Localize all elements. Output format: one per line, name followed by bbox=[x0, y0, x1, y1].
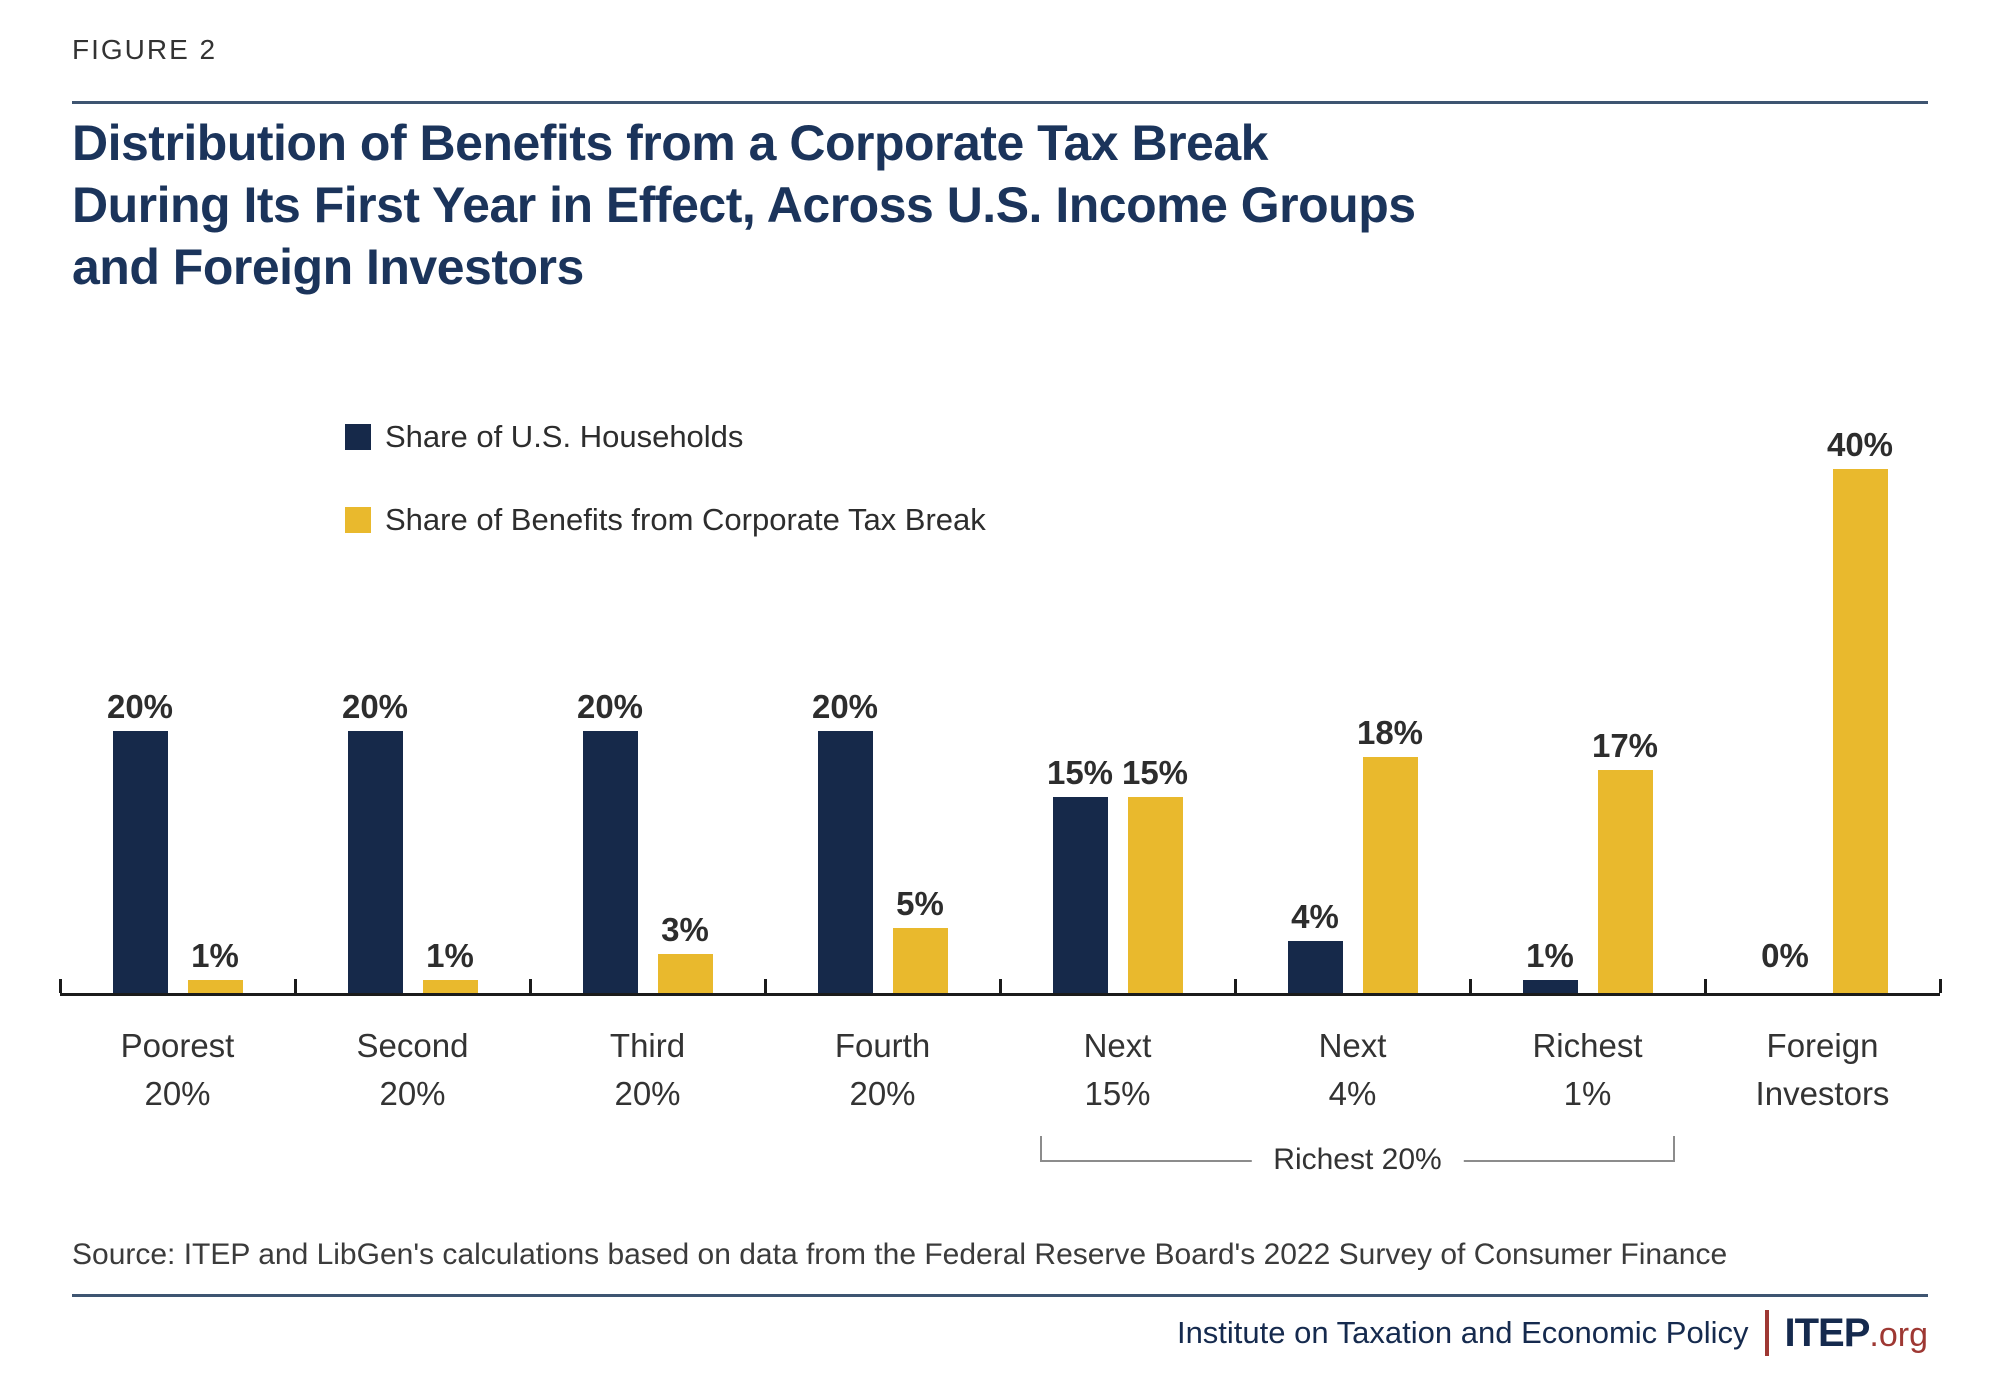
source-note: Source: ITEP and LibGen's calculations b… bbox=[72, 1238, 1728, 1271]
axis-tick bbox=[1939, 979, 1942, 993]
axis-tick bbox=[1704, 979, 1707, 993]
benefits-swatch-icon bbox=[345, 507, 371, 533]
households-bar bbox=[1287, 940, 1343, 993]
x-axis-label-line: Fourth bbox=[834, 1027, 931, 1064]
x-axis-label-line: Next bbox=[1083, 1027, 1152, 1064]
x-axis-label: Next 4% bbox=[1235, 1022, 1470, 1118]
axis-tick bbox=[529, 979, 532, 993]
benefits-bar bbox=[1362, 757, 1418, 993]
x-axis-label-line: Next bbox=[1318, 1027, 1387, 1064]
x-axis-label-line: Poorest bbox=[120, 1027, 235, 1064]
benefits-bar bbox=[892, 927, 948, 993]
chart-legend: Share of U.S. Households Share of Benefi… bbox=[345, 419, 986, 586]
itep-org-logo: ITEP .org bbox=[1785, 1311, 1929, 1356]
footer: Institute on Taxation and Economic Polic… bbox=[1177, 1310, 1928, 1356]
bracket-label: Richest 20% bbox=[1251, 1143, 1464, 1177]
x-axis-label-line: 4% bbox=[1328, 1075, 1377, 1112]
benefits-bar bbox=[187, 979, 243, 993]
x-axis-label-line: 20% bbox=[379, 1075, 446, 1112]
bar-value-label: 20% bbox=[341, 688, 409, 725]
bar-value-label: 4% bbox=[1291, 897, 1339, 935]
x-axis-label-line: Investors bbox=[1755, 1075, 1890, 1112]
x-axis-label-line: 1% bbox=[1563, 1075, 1612, 1112]
figure-number-label: FIGURE 2 bbox=[72, 34, 218, 65]
legend-label: Share of Benefits from Corporate Tax Bre… bbox=[385, 502, 986, 537]
x-axis-label-line: Third bbox=[609, 1027, 686, 1064]
axis-tick bbox=[59, 979, 62, 993]
benefits-bar bbox=[657, 953, 713, 993]
footer-rule bbox=[72, 1294, 1928, 1297]
bar-value-label: 20% bbox=[576, 688, 644, 725]
bar-value-label: 5% bbox=[896, 884, 944, 922]
axis-tick bbox=[999, 979, 1002, 993]
footer-divider bbox=[1764, 1310, 1769, 1356]
bar-value-label: 0% bbox=[1761, 937, 1809, 974]
axis-tick bbox=[1469, 979, 1472, 993]
x-axis-label-line: Second bbox=[356, 1027, 469, 1064]
households-bar bbox=[112, 731, 168, 993]
households-bar bbox=[817, 731, 873, 993]
footer-org-name: Institute on Taxation and Economic Polic… bbox=[1176, 1315, 1749, 1350]
x-axis-line bbox=[60, 993, 1940, 996]
x-axis-label-line: 20% bbox=[144, 1075, 211, 1112]
bar-value-label: 18% bbox=[1356, 714, 1424, 752]
chart-title: Distribution of Benefits from a Corporat… bbox=[72, 115, 1416, 295]
x-axis-label: Next 15% bbox=[1000, 1022, 1235, 1118]
richest-20-bracket: Richest 20% bbox=[1040, 1136, 1675, 1177]
axis-tick bbox=[294, 979, 297, 993]
benefits-bar bbox=[1127, 796, 1183, 993]
bar-value-label: 20% bbox=[811, 688, 879, 725]
x-axis-label: Fourth 20% bbox=[765, 1022, 1000, 1118]
x-axis-label: Richest 1% bbox=[1470, 1022, 1705, 1118]
x-axis-label-line: 15% bbox=[1084, 1075, 1151, 1112]
bar-value-label: 17% bbox=[1591, 727, 1659, 765]
axis-tick bbox=[1234, 979, 1237, 993]
logo-org-text: .org bbox=[1869, 1315, 1928, 1354]
legend-item-benefits: Share of Benefits from Corporate Tax Bre… bbox=[345, 502, 986, 537]
households-bar bbox=[582, 731, 638, 993]
benefits-bar bbox=[1832, 469, 1888, 993]
legend-item-households: Share of U.S. Households bbox=[345, 419, 986, 454]
axis-tick bbox=[764, 979, 767, 993]
households-bar bbox=[1522, 979, 1578, 993]
bar-value-label: 1% bbox=[191, 936, 239, 974]
benefits-bar bbox=[422, 979, 478, 993]
bar-value-label: 15% bbox=[1046, 753, 1114, 791]
header-rule bbox=[72, 101, 1928, 104]
bar-value-label: 3% bbox=[661, 910, 709, 948]
households-swatch-icon bbox=[345, 424, 371, 450]
x-axis-label: Poorest 20% bbox=[60, 1022, 295, 1118]
x-axis-label-line: 20% bbox=[849, 1075, 916, 1112]
x-axis-label: Foreign Investors bbox=[1705, 1022, 1940, 1118]
x-axis-label-line: Foreign bbox=[1766, 1027, 1879, 1064]
households-bar bbox=[347, 731, 403, 993]
x-axis-label: Second 20% bbox=[295, 1022, 530, 1118]
logo-itep-text: ITEP bbox=[1784, 1310, 1871, 1355]
legend-label: Share of U.S. Households bbox=[385, 419, 744, 454]
households-bar bbox=[1052, 796, 1108, 993]
bar-value-label: 1% bbox=[426, 936, 474, 974]
bar-value-label: 1% bbox=[1526, 936, 1574, 974]
x-axis-label-line: 20% bbox=[614, 1075, 681, 1112]
bar-value-label: 15% bbox=[1121, 753, 1189, 791]
benefits-bar bbox=[1597, 770, 1653, 993]
bar-value-label: 20% bbox=[106, 688, 174, 725]
x-axis-label: Third 20% bbox=[530, 1022, 765, 1118]
x-axis-label-line: Richest bbox=[1532, 1027, 1643, 1064]
bar-value-label: 40% bbox=[1826, 426, 1894, 463]
